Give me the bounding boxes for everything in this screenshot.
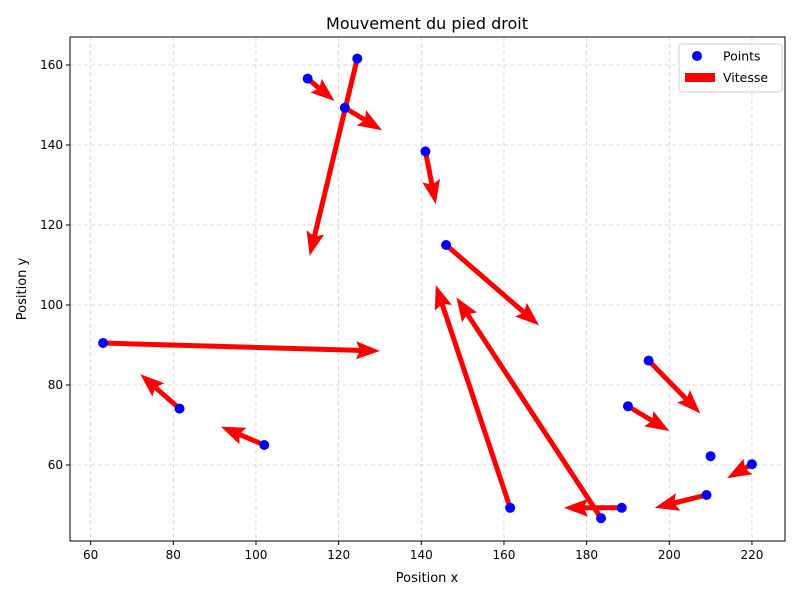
- data-point: [701, 490, 712, 500]
- y-tick-label: 80: [48, 378, 63, 392]
- velocity-arrow: [220, 426, 266, 448]
- legend-points-label: Points: [723, 49, 761, 64]
- y-tick-label: 100: [40, 298, 63, 312]
- x-tick-label: 160: [493, 548, 516, 562]
- velocity-arrow: [343, 105, 382, 131]
- data-point: [643, 355, 654, 366]
- velocity-arrow: [434, 285, 513, 509]
- y-axis-label: Position y: [15, 257, 30, 320]
- data-point: [339, 102, 350, 113]
- velocity-arrow: [654, 492, 708, 511]
- velocity-arrow: [444, 243, 540, 326]
- velocity-arrow: [456, 297, 604, 520]
- data-point: [259, 440, 270, 450]
- data-point: [596, 513, 607, 524]
- velocity-arrow: [306, 76, 335, 101]
- data-point: [616, 502, 627, 513]
- data-point: [622, 401, 633, 412]
- grid: [70, 37, 785, 541]
- legend-vitesse-marker: [685, 73, 715, 82]
- x-tick-label: 200: [658, 548, 681, 562]
- velocity-arrow: [563, 498, 622, 517]
- x-tick-label: 140: [410, 548, 433, 562]
- chart-title: Mouvement du pied droit: [326, 14, 528, 33]
- plot-frame: [69, 36, 786, 542]
- y-tick-label: 120: [40, 218, 63, 232]
- data-point: [98, 338, 109, 348]
- legend-points-marker: [692, 51, 702, 61]
- data-point: [352, 53, 363, 64]
- x-tick-label: 60: [83, 548, 98, 562]
- data-point: [302, 73, 313, 84]
- x-tick-label: 180: [575, 548, 598, 562]
- x-tick-label: 120: [327, 548, 350, 562]
- data-point: [705, 451, 716, 462]
- x-axis-label: Position x: [396, 571, 459, 586]
- data-point: [746, 459, 757, 470]
- y-tick-label: 60: [48, 458, 63, 472]
- x-tick-label: 80: [166, 548, 181, 562]
- y-tick-label: 140: [40, 138, 63, 152]
- velocity-arrow: [646, 358, 701, 414]
- legend: Points Vitesse: [678, 43, 783, 93]
- x-tick-label: 220: [740, 548, 763, 562]
- data-point: [505, 502, 516, 513]
- axis-ticks: 60 80 100 120 140 160 180 200 220 60 80 100 120 140 16…: [40, 58, 763, 562]
- velocity-arrow: [727, 458, 754, 479]
- scatter-points: [98, 53, 757, 524]
- data-point: [420, 146, 431, 157]
- data-point: [441, 240, 452, 250]
- legend-vitesse-label: Vitesse: [723, 70, 768, 85]
- velocity-arrow: [140, 374, 182, 411]
- velocity-arrow: [626, 404, 670, 431]
- velocity-arrow: [103, 340, 380, 360]
- velocity-arrow: [422, 150, 440, 205]
- y-tick-label: 160: [40, 58, 63, 72]
- x-tick-label: 100: [245, 548, 268, 562]
- data-point: [174, 403, 185, 414]
